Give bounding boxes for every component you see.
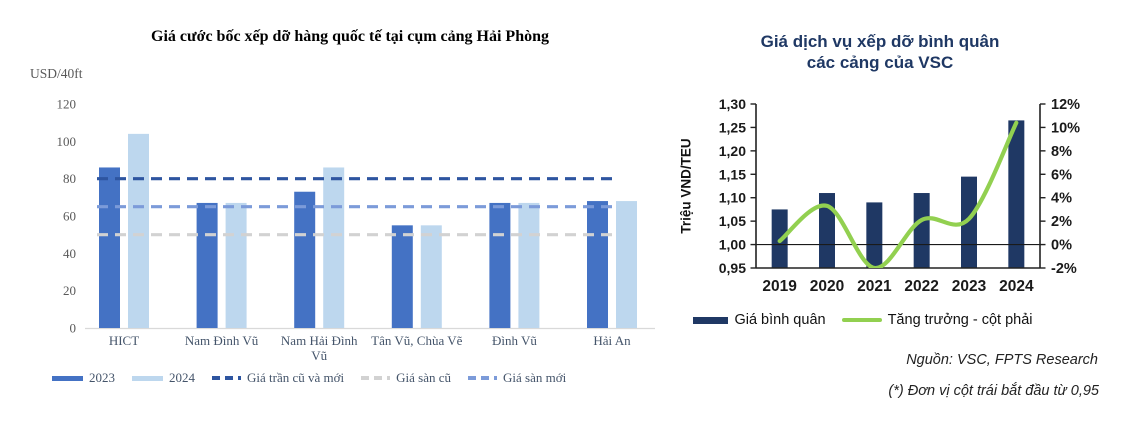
- left-y-tick-label: 60: [63, 209, 76, 224]
- right-chart-left-tick-label: 1,25: [719, 119, 746, 135]
- legend-swatch-new-floor-dash: [468, 376, 497, 380]
- bar-2022: [913, 193, 930, 268]
- legend-label-ceiling: Giá trần cũ và mới: [247, 370, 345, 385]
- left-y-tick-label: 100: [57, 134, 77, 149]
- left-y-tick-label: 80: [63, 171, 76, 186]
- right-chart-right-tick-label: 10%: [1051, 120, 1080, 136]
- bar-2024-3: [420, 225, 442, 328]
- legend-item-old-floor-price: Giá sàn cũ: [361, 370, 451, 386]
- left-y-tick-label: 0: [70, 321, 77, 336]
- right-chart-left-tick-label: 1,05: [719, 213, 746, 229]
- left-category-label: Vũ: [311, 348, 327, 363]
- legend-swatch-growth: [841, 318, 882, 322]
- legend-swatch-2023: [52, 375, 83, 381]
- right-chart-left-tick-label: 1,15: [719, 166, 746, 182]
- legend-label-average-price: Giá bình quân: [734, 312, 826, 328]
- right-chart-plot: 1,30 1,25 1,20 1,15 1,10 1,05 1,00 0,95 12% 10% 8%…: [719, 96, 1080, 295]
- legend-label-2023: 2023: [89, 370, 115, 385]
- left-y-tick-label: 40: [63, 246, 76, 261]
- source-note: Nguồn: VSC, FPTS Research: [906, 352, 1098, 368]
- right-chart-title: Giá dịch vụ xếp dỡ bình quân các cảng củ…: [700, 31, 1060, 73]
- bar-2023-3: [391, 225, 413, 328]
- left-chart-title: Giá cước bốc xếp dỡ hàng quốc tế tại cụm…: [151, 28, 549, 45]
- right-chart-title-line2: các cảng của VSC: [806, 53, 954, 72]
- bar-2024-2: [323, 167, 345, 328]
- legend-label-2024: 2024: [169, 370, 195, 385]
- legend-swatch-ceiling-dash: [212, 376, 241, 380]
- right-chart-right-tick-label: 8%: [1051, 144, 1072, 160]
- right-chart-left-tick-label: 1,20: [719, 143, 746, 159]
- right-chart-right-tick-label: -2%: [1051, 261, 1077, 277]
- legend-item-2024: 2024: [132, 370, 195, 386]
- legend-swatch-2024: [132, 375, 163, 381]
- left-category-label: Nam Hải Đình: [281, 333, 358, 348]
- bar-2023-2: [294, 191, 316, 328]
- left-category-label: Nam Đình Vũ: [185, 333, 259, 348]
- bar-2024-1: [225, 202, 247, 328]
- bar-2023-1: [196, 202, 218, 328]
- bar-2023-0: [99, 167, 120, 328]
- left-category-label: Đình Vũ: [492, 333, 537, 348]
- footnote: (*) Đơn vị cột trái bắt đầu từ 0,95: [888, 383, 1099, 399]
- bar-2023-4: [489, 202, 511, 328]
- right-chart-right-tick-label: 12%: [1051, 97, 1080, 113]
- right-chart-x-label: 2020: [810, 278, 844, 295]
- bar-2023-5: [587, 201, 608, 328]
- left-chart-unit-label: USD/40ft: [30, 66, 83, 81]
- right-chart-right-tick-label: 6%: [1051, 167, 1072, 183]
- right-chart-legend: Giá bình quân Tăng trưởng - cột phải: [688, 312, 1038, 328]
- legend-label-old-floor: Giá sàn cũ: [396, 370, 451, 385]
- left-chart-legend: 2023 2024 Giá trần cũ và mới Giá sàn cũ …: [52, 370, 566, 386]
- legend-item-growth: Tăng trưởng - cột phải: [841, 312, 1033, 328]
- left-chart-plot: 0 20 40 60 80 100 120 HICT Nam Đình Vũ Nam Hải Đì…: [57, 97, 655, 363]
- left-category-label: Hải An: [593, 333, 631, 348]
- legend-label-new-floor: Giá sàn mới: [503, 370, 567, 385]
- bar-2024-4: [518, 202, 540, 328]
- right-chart-x-label: 2023: [952, 278, 987, 295]
- right-chart-right-tick-label: 2%: [1051, 214, 1072, 230]
- legend-item-ceiling-price: Giá trần cũ và mới: [212, 370, 344, 386]
- right-chart-left-tick-label: 0,95: [719, 260, 746, 276]
- right-chart-x-label: 2024: [999, 278, 1034, 295]
- right-chart-x-label: 2022: [904, 278, 938, 295]
- right-chart-right-tick-label: 4%: [1051, 191, 1072, 207]
- left-y-tick-label: 120: [57, 97, 77, 112]
- right-chart-left-tick-label: 1,00: [719, 237, 746, 253]
- right-chart-title-line1: Giá dịch vụ xếp dỡ bình quân: [760, 32, 1000, 51]
- left-y-tick-label: 20: [63, 283, 76, 298]
- left-category-label: HICT: [109, 333, 139, 348]
- legend-item-new-floor-price: Giá sàn mới: [468, 370, 566, 386]
- growth-line: [777, 120, 1019, 268]
- right-chart-left-tick-label: 1,30: [719, 96, 746, 112]
- right-chart-x-label: 2019: [762, 278, 797, 295]
- legend-swatch-average-price: [693, 316, 729, 324]
- right-chart-left-tick-label: 1,10: [719, 190, 746, 206]
- left-category-label: Tân Vũ, Chùa Vẽ: [371, 333, 462, 348]
- legend-swatch-old-floor-dash: [361, 376, 391, 380]
- right-chart-x-label: 2021: [857, 278, 892, 295]
- right-chart-right-tick-label: 0%: [1051, 238, 1072, 254]
- bar-2020: [819, 193, 835, 268]
- legend-item-average-price: Giá bình quân: [693, 312, 826, 328]
- bar-2024-5: [616, 201, 637, 328]
- bar-2024: [1008, 120, 1025, 269]
- bar-2024-0: [128, 133, 149, 328]
- legend-label-growth: Tăng trưởng - cột phải: [887, 312, 1033, 328]
- bar-2021: [866, 202, 883, 268]
- legend-item-2023: 2023: [52, 370, 115, 386]
